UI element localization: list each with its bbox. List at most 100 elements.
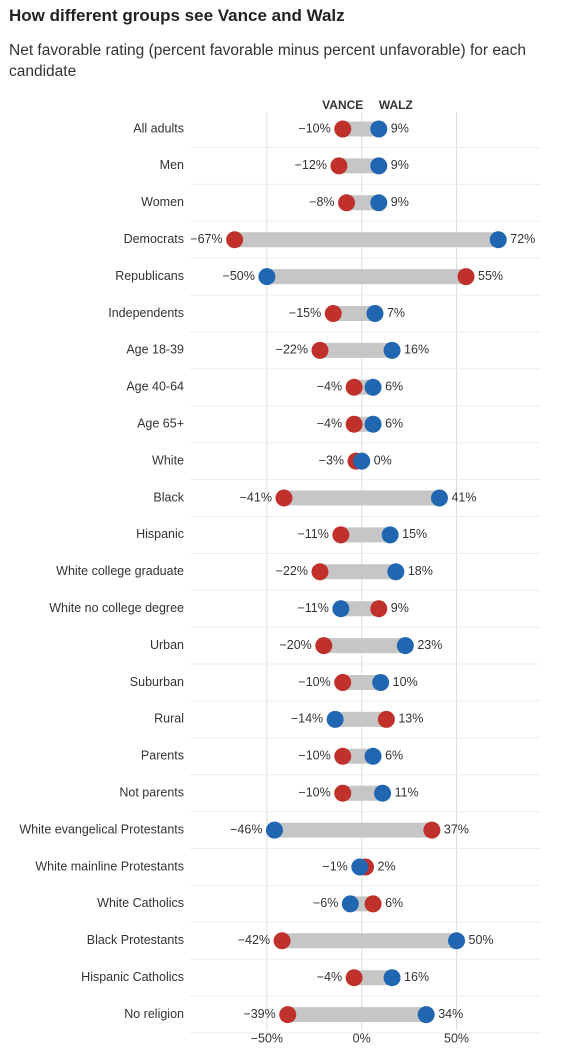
value-label: 0%: [374, 453, 392, 467]
dot: [364, 415, 382, 433]
y-tick-label: Republicans: [115, 269, 184, 283]
value-label: −10%: [298, 785, 330, 799]
value-label: 9%: [391, 121, 409, 135]
value-label: 7%: [387, 306, 405, 320]
dot: [364, 747, 382, 765]
y-tick-label: White mainline Protestants: [35, 859, 184, 873]
dot: [324, 305, 342, 322]
value-label: 37%: [444, 822, 469, 836]
y-tick-label: Age 65+: [137, 416, 184, 430]
dot: [338, 194, 356, 212]
value-label: −42%: [238, 933, 270, 947]
y-tick-label: Black Protestants: [87, 933, 184, 947]
y-tick-label: Men: [160, 158, 184, 172]
value-label: −3%: [319, 453, 344, 467]
y-tick-label: All adults: [133, 121, 184, 135]
y-tick-label: Age 18-39: [126, 343, 184, 357]
y-tick-label: White no college degree: [49, 601, 184, 615]
value-label: −39%: [243, 1007, 275, 1021]
dot: [381, 526, 399, 544]
y-tick-label: White: [152, 453, 184, 467]
dot: [265, 821, 283, 839]
value-label: −10%: [298, 675, 330, 689]
value-label: 34%: [438, 1007, 463, 1021]
dot: [370, 120, 388, 138]
dot: [370, 157, 388, 175]
y-tick-label: Not parents: [119, 785, 184, 799]
value-label: 15%: [402, 527, 427, 541]
value-label: −67%: [190, 232, 222, 246]
value-label: −6%: [313, 896, 338, 910]
value-label: 16%: [404, 343, 429, 357]
dot: [345, 415, 363, 433]
dot: [396, 637, 414, 655]
value-label: 6%: [385, 749, 403, 763]
y-tick-label: White Catholics: [97, 896, 184, 910]
dot: [330, 157, 348, 175]
chart-title: How different groups see Vance and Walz: [9, 6, 345, 25]
value-label: −1%: [322, 859, 347, 873]
dot: [351, 858, 369, 876]
value-label: −4%: [317, 416, 342, 430]
dot: [341, 895, 359, 913]
dot: [457, 268, 475, 286]
dot: [334, 120, 352, 138]
y-tick-label: Suburban: [130, 675, 184, 689]
dot: [326, 710, 344, 728]
dot: [226, 231, 244, 249]
dot: [332, 526, 350, 544]
dot: [370, 600, 388, 618]
y-tick-label: Hispanic: [136, 527, 184, 541]
value-label: −41%: [240, 490, 272, 504]
y-tick-label: Black: [153, 490, 184, 504]
y-tick-label: Hispanic Catholics: [81, 970, 184, 984]
value-label: 41%: [451, 490, 476, 504]
y-tick-label: Age 40-64: [126, 380, 184, 394]
dot: [332, 600, 350, 618]
dot: [345, 378, 363, 396]
dot: [334, 674, 352, 691]
value-label: −14%: [291, 712, 323, 726]
dot: [387, 563, 405, 581]
dot: [372, 674, 390, 691]
value-label: 2%: [378, 859, 396, 873]
y-tick-label: White evangelical Protestants: [19, 822, 184, 836]
value-label: −10%: [298, 749, 330, 763]
dot: [258, 268, 276, 286]
dot: [353, 452, 371, 470]
y-tick-label: White college graduate: [56, 564, 184, 578]
value-label: −22%: [276, 564, 308, 578]
dot: [417, 1006, 435, 1024]
y-tick-label: Women: [141, 195, 184, 209]
dot: [345, 969, 363, 987]
value-label: −12%: [295, 158, 327, 172]
dot: [383, 969, 401, 987]
value-label: 11%: [395, 785, 419, 799]
x-tick-label: −50%: [251, 1031, 283, 1045]
value-label: 6%: [385, 896, 403, 910]
value-label: 9%: [391, 195, 409, 209]
dot: [430, 489, 448, 507]
dot: [364, 895, 382, 913]
value-label: −15%: [289, 306, 321, 320]
dot: [377, 710, 395, 728]
dot: [489, 231, 507, 249]
y-tick-label: No religion: [124, 1007, 184, 1021]
value-label: −20%: [279, 638, 311, 652]
dot: [334, 784, 352, 802]
legend-label: WALZ: [379, 98, 413, 112]
dot: [423, 821, 441, 839]
value-label: 9%: [391, 601, 409, 615]
dot: [275, 489, 293, 507]
value-label: −11%: [297, 527, 328, 541]
dot: [448, 932, 466, 950]
value-label: 13%: [398, 712, 423, 726]
y-tick-label: Democrats: [124, 232, 184, 246]
value-label: 10%: [393, 675, 418, 689]
dot: [279, 1006, 297, 1024]
dot: [334, 747, 352, 765]
value-label: 6%: [385, 416, 403, 430]
chart-subtitle: Net favorable rating (percent favorable …: [9, 42, 526, 80]
